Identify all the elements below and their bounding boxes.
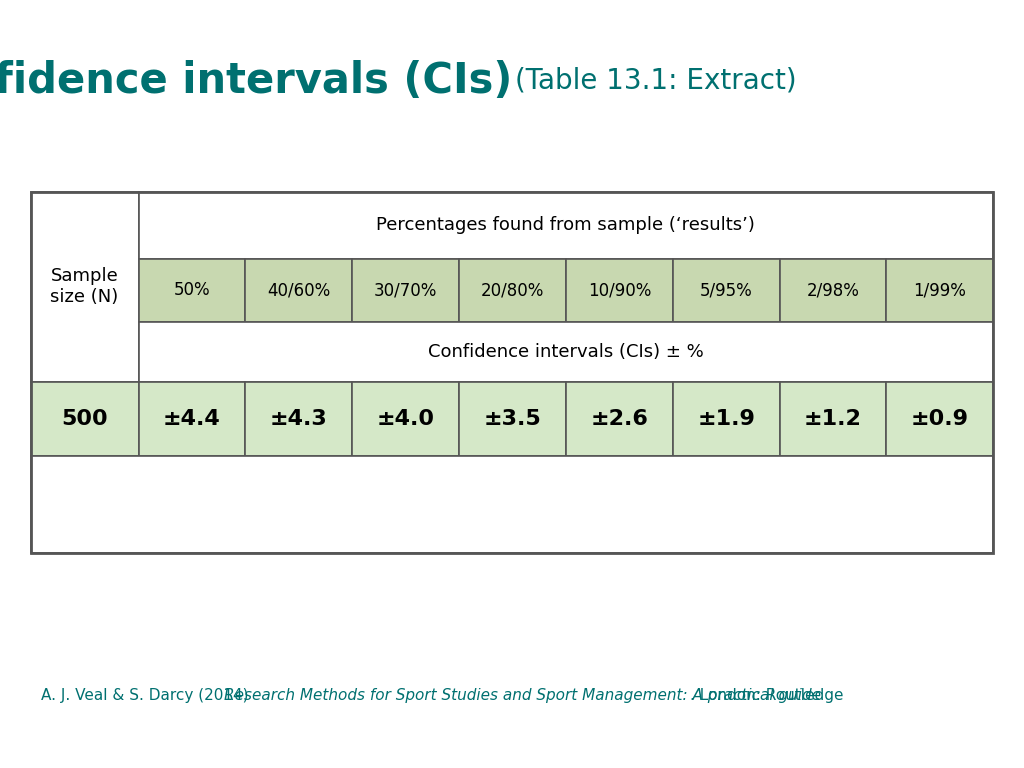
Text: Research Methods for Sport Studies and Sport Management: A practical guide: Research Methods for Sport Studies and S… — [223, 687, 820, 703]
Text: ±2.6: ±2.6 — [591, 409, 648, 429]
Text: 500: 500 — [61, 409, 108, 429]
Text: Confidence intervals (CIs)  (Table 13.1: Extract): Confidence intervals (CIs) (Table 13.1: … — [496, 80, 528, 81]
Text: Confidence intervals (CIs): Confidence intervals (CIs) — [0, 60, 512, 101]
Text: Confidence intervals (CIs) ± %: Confidence intervals (CIs) ± % — [428, 343, 703, 361]
Text: 10/90%: 10/90% — [588, 281, 651, 300]
Text: ±4.0: ±4.0 — [377, 409, 434, 429]
Text: 40/60%: 40/60% — [267, 281, 331, 300]
Text: ±0.9: ±0.9 — [911, 409, 969, 429]
Text: 20/80%: 20/80% — [481, 281, 544, 300]
Text: A. J. Veal & S. Darcy (2014): A. J. Veal & S. Darcy (2014) — [41, 687, 253, 703]
Text: ±1.9: ±1.9 — [697, 409, 755, 429]
Text: 5/95%: 5/95% — [699, 281, 753, 300]
Text: ±3.5: ±3.5 — [483, 409, 542, 429]
Text: . London: Routledge: . London: Routledge — [690, 687, 844, 703]
Text: Percentages found from sample (‘results’): Percentages found from sample (‘results’… — [377, 217, 756, 234]
Text: ±1.2: ±1.2 — [804, 409, 862, 429]
Text: Sample
size (N): Sample size (N) — [50, 267, 119, 306]
Text: ±4.4: ±4.4 — [163, 409, 221, 429]
Text: (Table 13.1: Extract): (Table 13.1: Extract) — [515, 67, 797, 94]
Text: 30/70%: 30/70% — [374, 281, 437, 300]
Text: ±4.3: ±4.3 — [270, 409, 328, 429]
Text: 50%: 50% — [174, 281, 210, 300]
Text: 1/99%: 1/99% — [913, 281, 967, 300]
Text: 2/98%: 2/98% — [807, 281, 859, 300]
